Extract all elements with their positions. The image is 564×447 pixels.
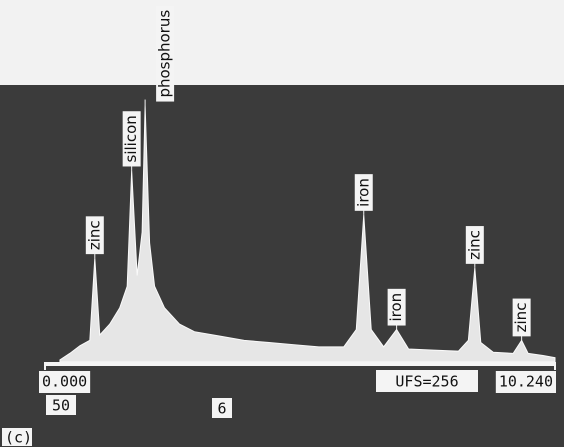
panel-label: (c) xyxy=(5,429,32,447)
peak-label: zinc xyxy=(512,303,530,333)
peak-label: iron xyxy=(387,293,405,322)
scale-label: UFS=256 xyxy=(395,373,458,391)
spectrum-display: UFS=256 50 6 (c) 0.000 10.240 zinc silicon p… xyxy=(0,0,564,447)
peak-label: iron xyxy=(354,178,372,207)
x-tick-label: 0.000 xyxy=(42,373,87,391)
peak-label: silicon xyxy=(122,115,140,162)
peak-label: zinc xyxy=(465,230,483,260)
readout: 6 xyxy=(217,400,226,418)
page: {"chart_data": {"type": "area", "color":… xyxy=(0,0,564,447)
peak-label: zinc xyxy=(85,220,103,250)
readout: 50 xyxy=(52,397,70,415)
baseline xyxy=(45,362,555,366)
peak-label: phosphorus xyxy=(156,10,174,98)
x-tick-label: 10.240 xyxy=(499,373,553,391)
